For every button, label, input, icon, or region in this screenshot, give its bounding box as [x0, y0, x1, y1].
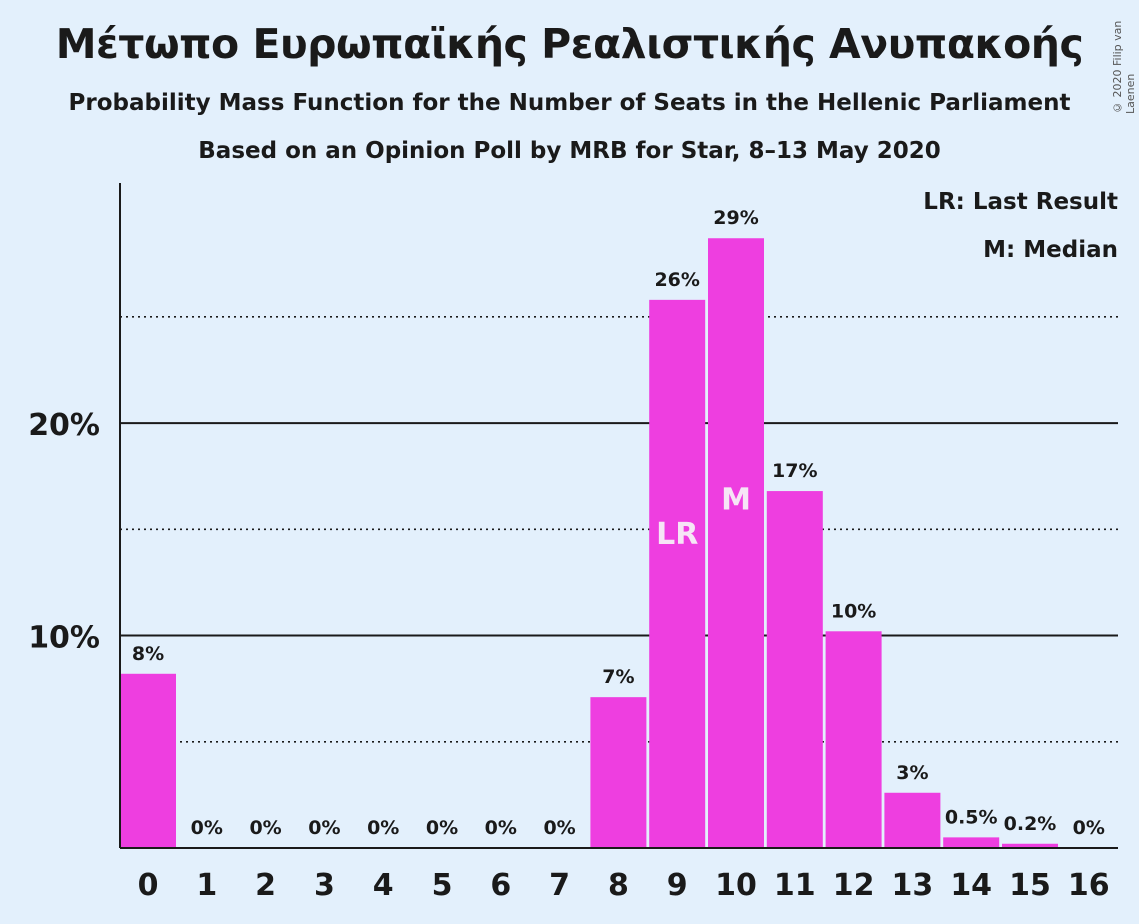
data-label-1: 0% — [191, 817, 223, 839]
bar-11 — [766, 491, 823, 848]
x-tick-label-16: 16 — [1068, 868, 1110, 903]
x-tick-label-3: 3 — [314, 868, 335, 903]
bars — [120, 238, 1058, 848]
x-tick-label-14: 14 — [950, 868, 992, 903]
data-label-7: 0% — [543, 817, 575, 839]
marker-LR: LR — [656, 517, 698, 552]
x-tick-label-5: 5 — [432, 868, 453, 903]
x-tick-label-2: 2 — [255, 868, 276, 903]
bar-0 — [120, 673, 176, 848]
bar-15 — [1002, 843, 1058, 848]
data-label-3: 0% — [308, 817, 340, 839]
bar-8 — [590, 697, 647, 848]
bar-13 — [884, 792, 941, 848]
data-label-14: 0.5% — [945, 806, 998, 828]
labels: 10%20%8%00%10%20%30%40%50%60%77%826%9LR2… — [28, 207, 1109, 903]
bar-9 — [649, 299, 706, 848]
x-tick-label-10: 10 — [715, 868, 757, 903]
x-tick-label-0: 0 — [138, 868, 159, 903]
data-label-15: 0.2% — [1004, 813, 1057, 835]
x-tick-label-9: 9 — [667, 868, 688, 903]
y-tick-label: 20% — [28, 408, 100, 443]
data-label-11: 17% — [772, 460, 817, 482]
x-tick-label-13: 13 — [892, 868, 934, 903]
data-label-0: 8% — [132, 643, 164, 665]
data-label-16: 0% — [1073, 817, 1105, 839]
chart-title: Μέτωπο Ευρωπαϊκής Ρεαλιστικής Ανυπακοής — [55, 20, 1084, 68]
data-label-10: 29% — [713, 207, 758, 229]
legend-median: M: Median — [983, 237, 1118, 263]
axes — [119, 183, 1118, 849]
data-label-9: 26% — [654, 269, 699, 291]
bar-10 — [708, 238, 764, 848]
chart-subtitle: Probability Mass Function for the Number… — [68, 90, 1071, 116]
data-label-6: 0% — [485, 817, 517, 839]
chart-source-subtitle: Based on an Opinion Poll by MRB for Star… — [198, 138, 941, 164]
data-label-4: 0% — [367, 817, 399, 839]
x-tick-label-12: 12 — [833, 868, 875, 903]
bar-12 — [825, 631, 882, 848]
data-label-2: 0% — [249, 817, 281, 839]
marker-M: M — [721, 483, 751, 518]
data-label-13: 3% — [896, 762, 928, 784]
x-tick-label-8: 8 — [608, 868, 629, 903]
x-tick-label-4: 4 — [373, 868, 394, 903]
x-tick-label-1: 1 — [196, 868, 217, 903]
x-tick-label-6: 6 — [490, 868, 511, 903]
bar-14 — [943, 837, 1000, 848]
legend-last-result: LR: Last Result — [923, 189, 1118, 215]
y-tick-label: 10% — [28, 621, 100, 656]
x-tick-label-15: 15 — [1009, 868, 1051, 903]
x-tick-label-11: 11 — [774, 868, 816, 903]
data-label-12: 10% — [831, 600, 876, 622]
data-label-8: 7% — [602, 666, 634, 688]
data-label-5: 0% — [426, 817, 458, 839]
x-tick-label-7: 7 — [549, 868, 570, 903]
